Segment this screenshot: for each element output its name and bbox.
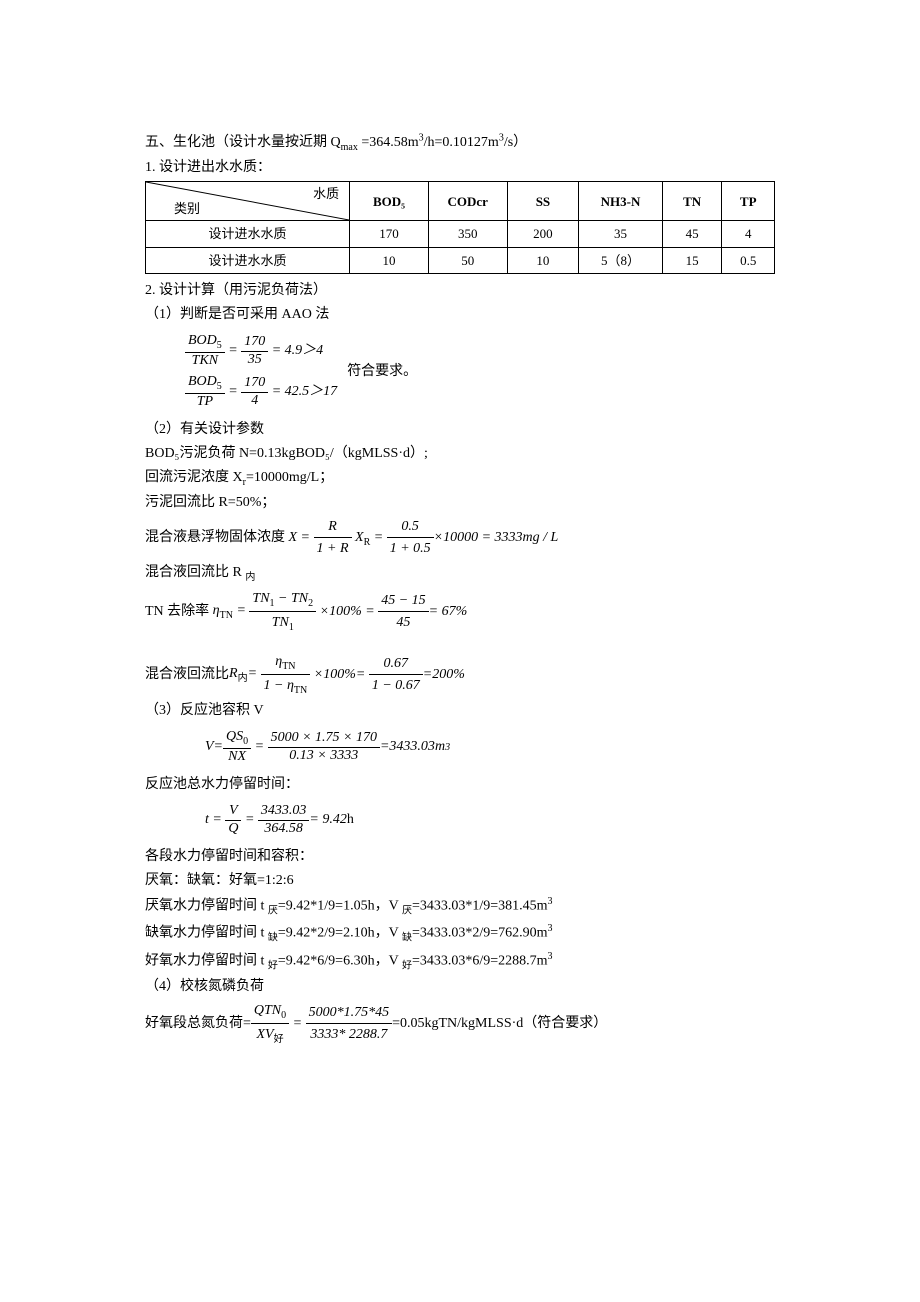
sec2-p5: 污泥回流比 R=50%； [145,492,775,513]
section-title: 五、生化池（设计水量按近期 Qmax =364.58m3/h=0.10127m3… [145,130,775,154]
eq-hrt: t = VQ = 3433.03364.58 = 9.42h [205,803,775,838]
eq-nitrogen-load: 好氧段总氮负荷= QTN0XV好 = 5000*1.75*453333* 228… [145,1000,775,1047]
col-header: CODcr [428,182,507,221]
cell: 4 [722,221,775,248]
diag-top-label: 水质 [313,184,339,204]
title-text: 五、生化池（设计水量按近期 Qmax =364.58m3/h=0.10127m3… [145,135,527,150]
sec2-p11: 厌氧水力停留时间 t 厌=9.42*1/9=1.05h，V 厌=3433.03*… [145,894,775,918]
sec2-p6: 混合液回流比 R 内 [145,562,775,585]
cell: 200 [507,221,579,248]
sec2-p7: （3）反应池容积 V [145,700,775,721]
water-quality-table: 水质 类别 BOD₅ CODcr SS NH3-N TN TP 设计进水水质 1… [145,181,775,274]
cell: 35 [579,221,663,248]
eq-mlss: 混合液悬浮物固体浓度 X = R1 + R XR = 0.51 + 0.5 ×1… [145,516,775,559]
sec2-p12: 缺氧水力停留时间 t 缺=9.42*2/9=2.10h，V 缺=3433.03*… [145,921,775,945]
cell: 170 [350,221,429,248]
sec1-heading: 1. 设计进出水水质： [145,157,775,178]
sec2-p13: 好氧水力停留时间 t 好=9.42*6/9=6.30h，V 好=3433.03*… [145,949,775,973]
sec2-p10: 厌氧：缺氧：好氧=1:2:6 [145,870,775,891]
table-header-row: 水质 类别 BOD₅ CODcr SS NH3-N TN TP [146,182,775,221]
diag-header-cell: 水质 类别 [146,182,350,221]
sec2-p8: 反应池总水力停留时间： [145,774,775,795]
diag-bot-label: 类别 [174,199,200,219]
cell: 350 [428,221,507,248]
sec2-p9: 各段水力停留时间和容积： [145,846,775,867]
eq-aao-check: BOD5TKN = 17035 = 4.9＞4 BOD5TP = 1704 = … [185,333,775,410]
col-header: TN [662,182,722,221]
sec2-p4: 回流污泥浓度 Xr=10000mg/L； [145,467,775,490]
cell: 10 [350,247,429,274]
row-label: 设计进水水质 [146,247,350,274]
cell: 5（8） [579,247,663,274]
row-label: 设计进水水质 [146,221,350,248]
table-row: 设计进水水质 10 50 10 5（8） 15 0.5 [146,247,775,274]
col-header: NH3-N [579,182,663,221]
col-header: SS [507,182,579,221]
cell: 15 [662,247,722,274]
cell: 0.5 [722,247,775,274]
cell: 10 [507,247,579,274]
col-header: BOD₅ [350,182,429,221]
sec2-heading: 2. 设计计算（用污泥负荷法） [145,280,775,301]
col-header: TP [722,182,775,221]
eq-tn-removal: TN 去除率 ηTN = TN1 − TN2TN1 ×100% = 45 − 1… [145,588,775,635]
eq-internal-recycle: 混合液回流比 R内= ηTN1 − ηTN ×100%= 0.671 − 0.6… [145,651,775,698]
sec2-p3: BOD₅污泥负荷 N=0.13kgBOD₅/（kgMLSS·d）; [145,443,775,464]
sec2-p2: （2）有关设计参数 [145,419,775,440]
eq1-tail: 符合要求。 [347,364,417,381]
cell: 50 [428,247,507,274]
sec2-p1: （1）判断是否可采用 AAO 法 [145,304,775,325]
table-row: 设计进水水质 170 350 200 35 45 4 [146,221,775,248]
cell: 45 [662,221,722,248]
sec2-p14: （4）校核氮磷负荷 [145,976,775,997]
eq-reactor-volume: V= QS0NX = 5000 × 1.75 × 1700.13 × 3333 … [205,729,775,766]
